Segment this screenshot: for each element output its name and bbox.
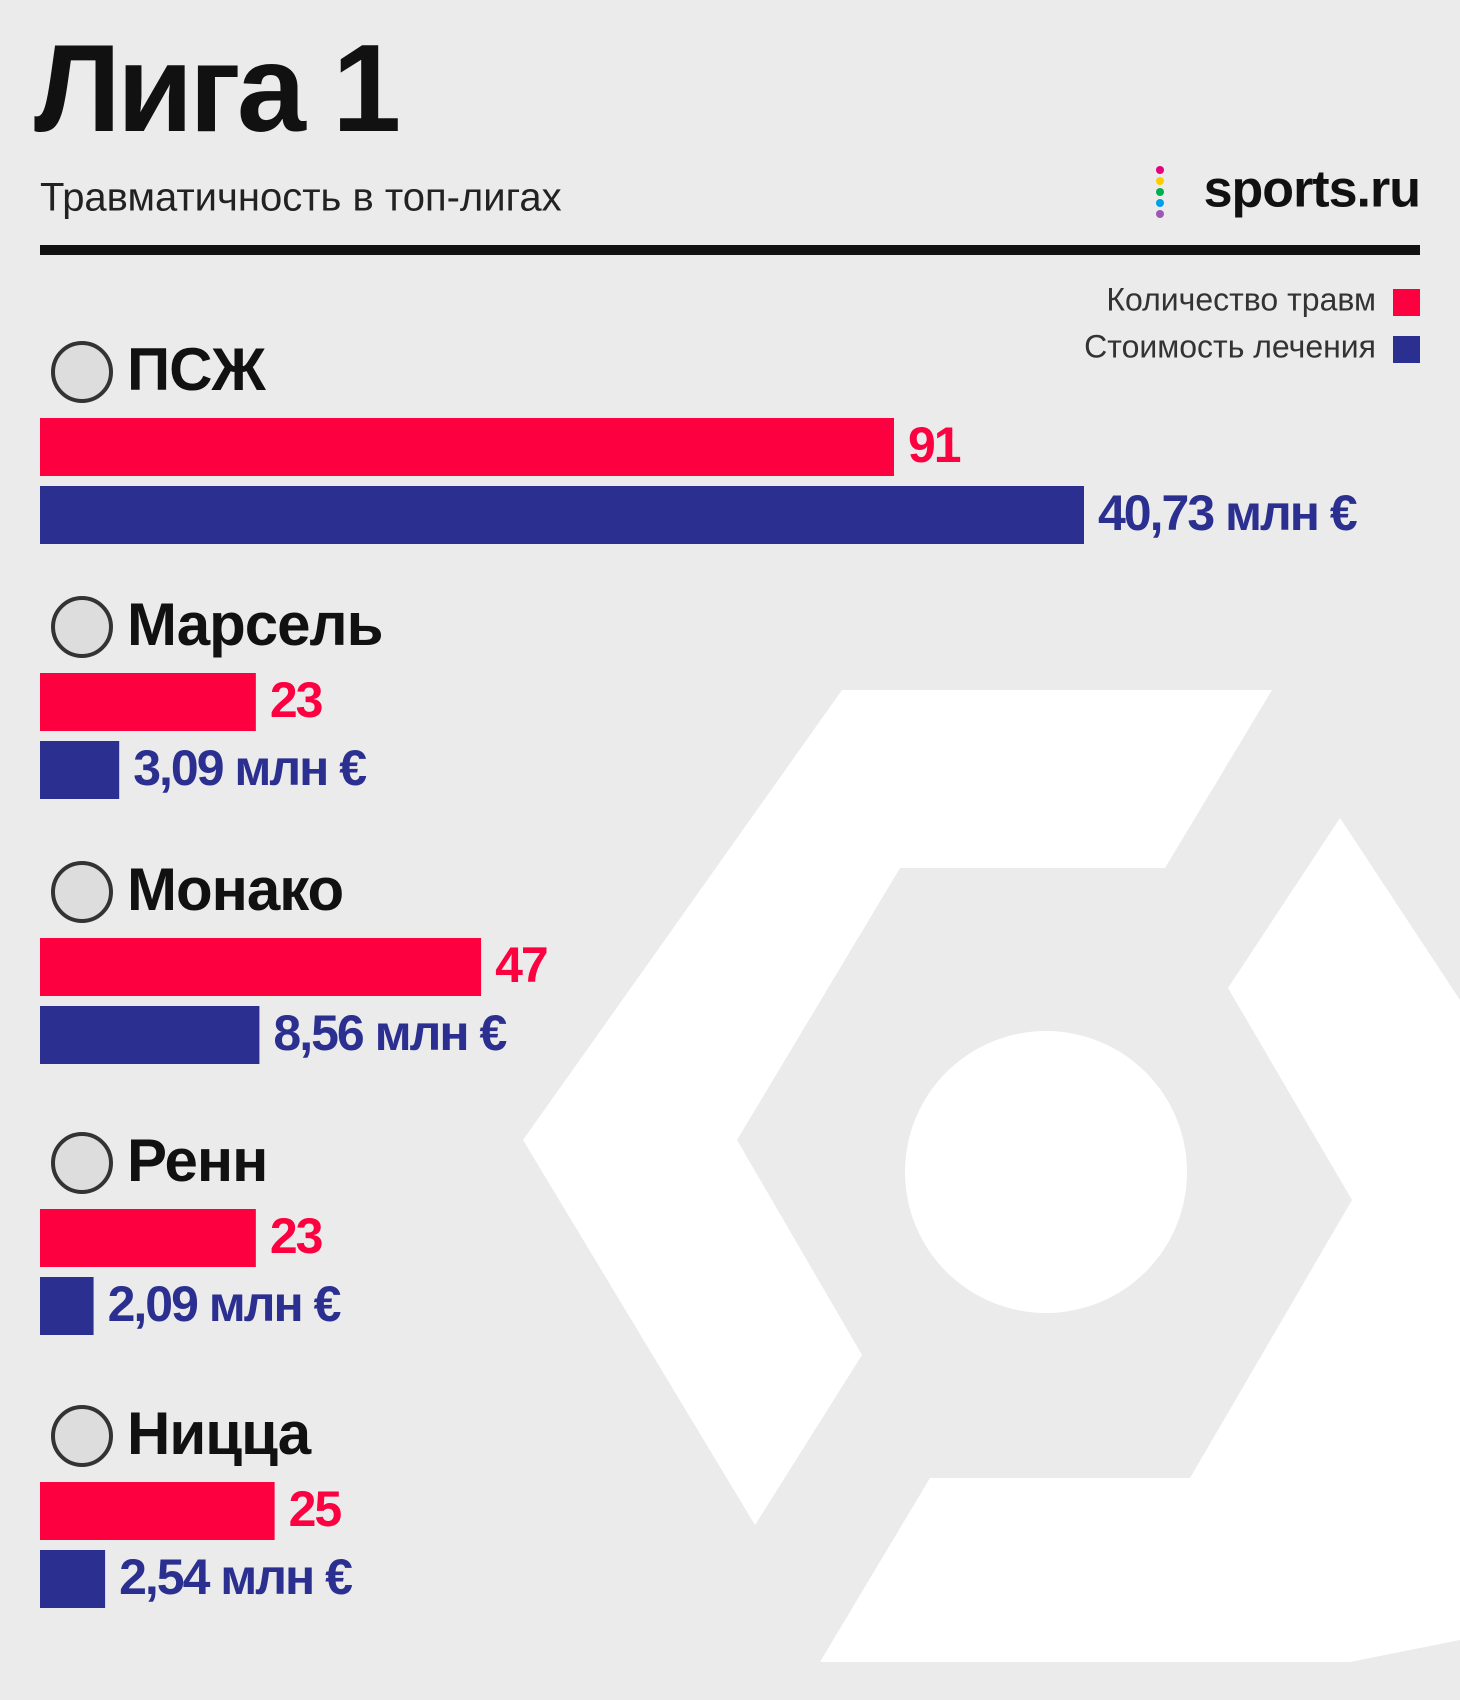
value-label: 3,09 млн € xyxy=(133,740,366,796)
team-crest xyxy=(51,1132,113,1194)
bar xyxy=(40,1209,256,1267)
source: sports.ru xyxy=(1204,161,1420,219)
bar xyxy=(40,1482,275,1540)
subtitle: Травматичность в топ-лигах xyxy=(40,176,562,220)
team-name: Ницца xyxy=(127,1400,312,1467)
team-crest xyxy=(51,596,113,658)
value-label: 23 xyxy=(270,1208,322,1264)
team-name: Ренн xyxy=(127,1127,267,1194)
team-name: Марсель xyxy=(127,591,382,658)
legend-label: Количество травм xyxy=(1106,281,1376,317)
value-label: 2,54 млн € xyxy=(119,1549,352,1605)
value-label: 8,56 млн € xyxy=(273,1005,506,1061)
bar xyxy=(40,486,1084,544)
league-logo xyxy=(523,690,1460,1662)
legend-swatch xyxy=(1393,336,1420,363)
header-rule xyxy=(40,245,1420,255)
team-crest xyxy=(51,861,113,923)
team-crest xyxy=(51,341,113,403)
team-name: Монако xyxy=(127,856,343,923)
value-label: 40,73 млн € xyxy=(1098,485,1357,541)
value-label: 25 xyxy=(289,1481,342,1537)
bar xyxy=(40,673,256,731)
bar xyxy=(40,741,120,799)
value-label: 23 xyxy=(270,672,322,728)
team-name: ПСЖ xyxy=(127,336,266,403)
legend-swatch xyxy=(1393,289,1420,316)
bar xyxy=(40,938,482,996)
bar xyxy=(40,418,894,476)
bar xyxy=(40,1550,106,1608)
bar xyxy=(40,1006,260,1064)
value-label: 2,09 млн € xyxy=(108,1276,341,1332)
source-logo: sports.ru xyxy=(1156,161,1421,219)
bar xyxy=(40,1277,94,1335)
chart-title: Лига 1 xyxy=(34,20,398,158)
value-label: 47 xyxy=(495,937,547,993)
value-label: 91 xyxy=(908,417,961,473)
legend-label: Стоимость лечения xyxy=(1084,328,1376,364)
team-crest xyxy=(51,1405,113,1467)
